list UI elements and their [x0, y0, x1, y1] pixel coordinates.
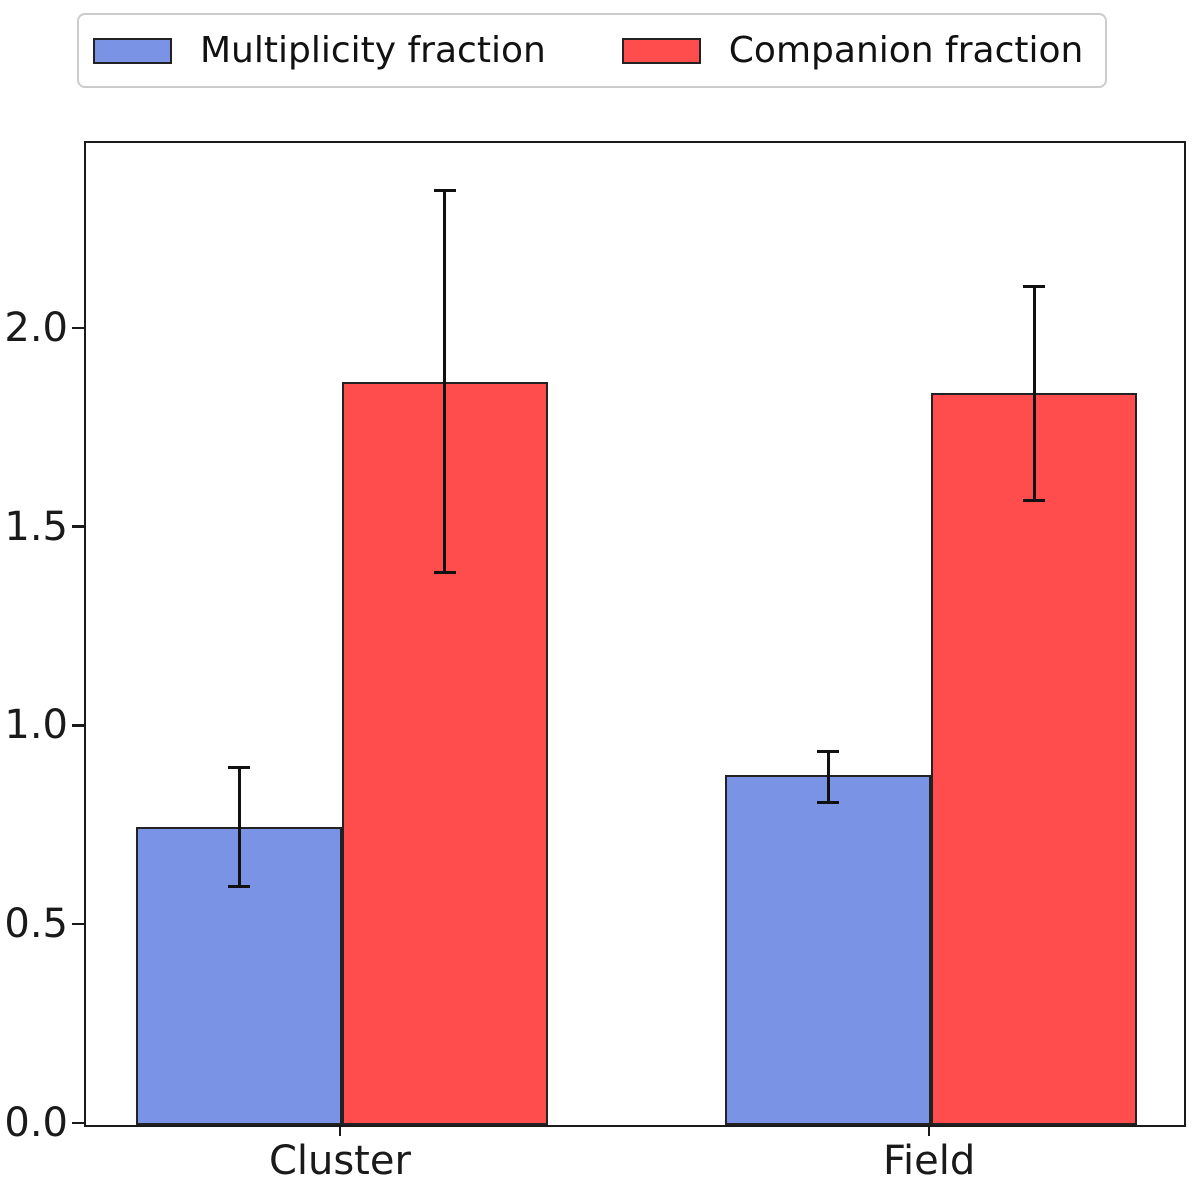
error-bar-line [443, 190, 447, 573]
error-bar-line [1032, 286, 1036, 501]
y-tick-mark [72, 1121, 84, 1125]
legend-label-companion-fraction: Companion fraction [728, 29, 1084, 71]
error-bar-cap-top [228, 765, 250, 769]
y-tick-label: 0.5 [4, 901, 68, 948]
error-bar-cap-bottom [228, 884, 250, 888]
legend-swatch-companion-fraction [621, 37, 701, 64]
error-bar-cap-top [433, 189, 456, 193]
legend-label-multiplicity-fraction: Multiplicity fraction [200, 29, 546, 71]
y-tick-label: 2.0 [4, 304, 68, 351]
x-tick-label: Field [882, 1138, 976, 1184]
y-tick-mark [72, 525, 84, 528]
bar-field-multiplicity [725, 775, 932, 1125]
y-tick-mark [72, 326, 84, 330]
plot-area [84, 141, 1186, 1127]
bar-field-companion [931, 393, 1137, 1125]
x-tick-mark [338, 1125, 342, 1136]
legend: Multiplicity fraction Companion fraction [77, 13, 1108, 88]
error-bar-cap-top [1023, 284, 1046, 288]
y-tick-mark [72, 724, 84, 727]
x-tick-mark [927, 1125, 931, 1136]
error-bar-cap-top [817, 749, 840, 753]
error-bar-cap-bottom [817, 801, 840, 805]
error-bar-line [237, 767, 241, 887]
legend-swatch-multiplicity-fraction [93, 37, 172, 64]
error-bar-cap-bottom [433, 570, 456, 574]
legend-item-companion-fraction: Companion fraction [621, 29, 1084, 71]
legend-item-multiplicity-fraction: Multiplicity fraction [93, 29, 546, 71]
error-bar-cap-bottom [1023, 499, 1046, 503]
y-tick-mark [72, 922, 84, 926]
error-bar-line [826, 751, 830, 803]
y-tick-label: 1.5 [4, 503, 68, 550]
x-tick-label: Cluster [268, 1138, 411, 1184]
y-tick-label: 1.0 [4, 702, 68, 749]
y-tick-label: 0.0 [4, 1100, 68, 1146]
